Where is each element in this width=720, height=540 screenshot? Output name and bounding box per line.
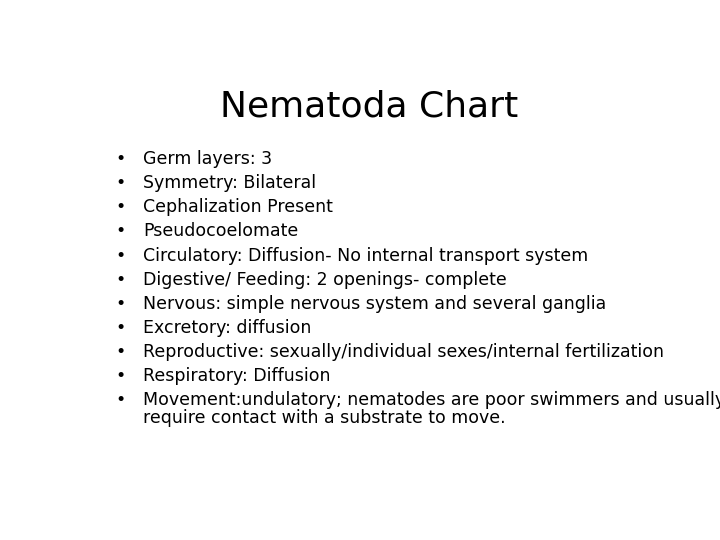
Text: require contact with a substrate to move.: require contact with a substrate to move… — [143, 409, 505, 427]
Text: Respiratory: Diffusion: Respiratory: Diffusion — [143, 367, 330, 385]
Text: •: • — [116, 198, 126, 217]
Text: •: • — [116, 295, 126, 313]
Text: •: • — [116, 343, 126, 361]
Text: Excretory: diffusion: Excretory: diffusion — [143, 319, 311, 337]
Text: •: • — [116, 391, 126, 409]
Text: Symmetry: Bilateral: Symmetry: Bilateral — [143, 174, 316, 192]
Text: Pseudocoelomate: Pseudocoelomate — [143, 222, 298, 240]
Text: Germ layers: 3: Germ layers: 3 — [143, 150, 272, 168]
Text: Digestive/ Feeding: 2 openings- complete: Digestive/ Feeding: 2 openings- complete — [143, 271, 507, 288]
Text: Reproductive: sexually/individual sexes/internal fertilization: Reproductive: sexually/individual sexes/… — [143, 343, 664, 361]
Text: •: • — [116, 246, 126, 265]
Text: Movement:undulatory; nematodes are poor swimmers and usually: Movement:undulatory; nematodes are poor … — [143, 391, 720, 409]
Text: •: • — [116, 271, 126, 288]
Text: Nematoda Chart: Nematoda Chart — [220, 90, 518, 124]
Text: •: • — [116, 367, 126, 385]
Text: •: • — [116, 174, 126, 192]
Text: Cephalization Present: Cephalization Present — [143, 198, 333, 217]
Text: •: • — [116, 319, 126, 337]
Text: •: • — [116, 150, 126, 168]
Text: Circulatory: Diffusion- No internal transport system: Circulatory: Diffusion- No internal tran… — [143, 246, 588, 265]
Text: •: • — [116, 222, 126, 240]
Text: Nervous: simple nervous system and several ganglia: Nervous: simple nervous system and sever… — [143, 295, 606, 313]
